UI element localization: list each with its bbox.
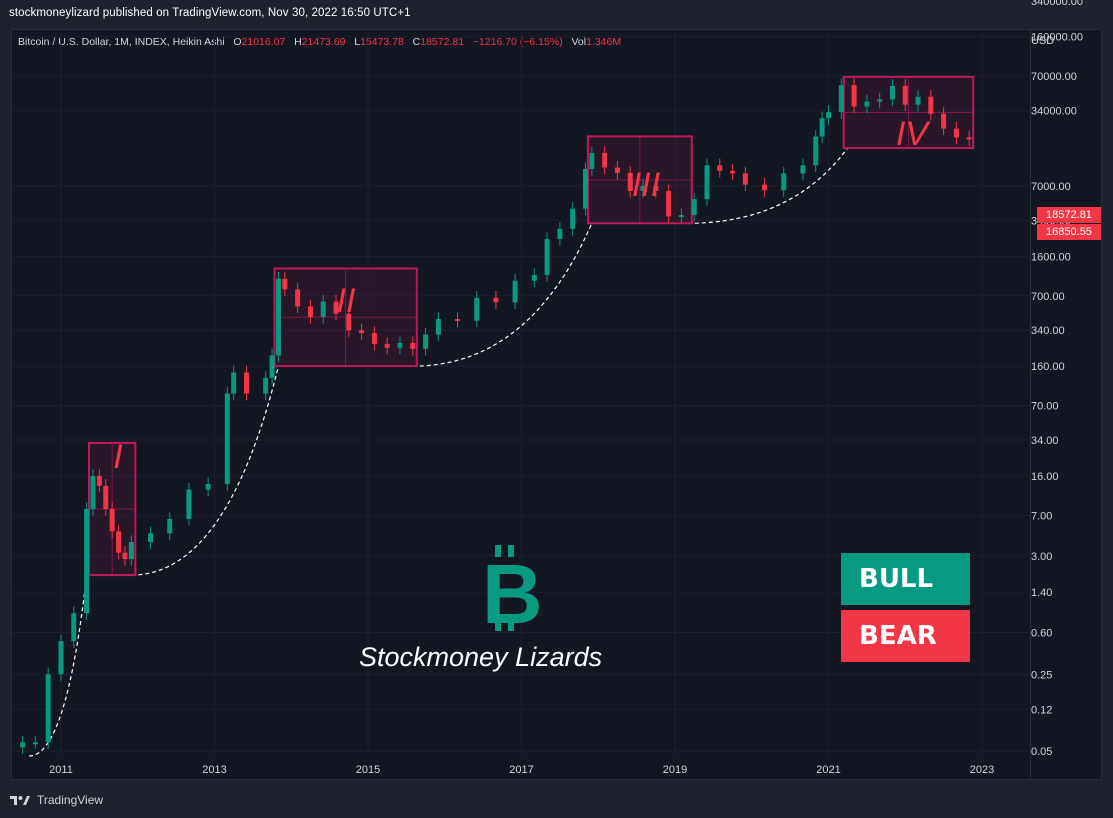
low-price-label: 16850.55: [1037, 224, 1101, 240]
low-label: L: [354, 36, 361, 48]
price-axis[interactable]: [1031, 29, 1102, 780]
low-value: 15473.78: [360, 36, 404, 48]
chart-pane[interactable]: [11, 29, 1031, 780]
bear-legend: BEAR: [841, 610, 970, 662]
volume-label: Vol: [571, 36, 587, 48]
open-label: O: [233, 36, 242, 48]
close-label: C: [412, 36, 421, 48]
change-value: −1216.70 (−6.15%): [472, 36, 563, 48]
open-value: 21016.07: [241, 36, 286, 48]
symbol-legend: Bitcoin / U.S. Dollar, 1M, INDEX, Heikin…: [18, 36, 621, 48]
last-price-label: 18572.81: [1037, 207, 1101, 223]
bull-legend: BULL: [841, 553, 970, 605]
top-bar: stockmoneylizard published on TradingVie…: [0, 0, 1113, 30]
high-value: 21473.69: [301, 36, 346, 48]
close-value: 18572.81: [420, 36, 465, 48]
footer-brand: TradingView: [37, 793, 104, 807]
tradingview-logo-icon: [10, 796, 30, 805]
symbol-name: Bitcoin / U.S. Dollar, 1M, INDEX, Heikin…: [18, 36, 225, 48]
publisher-line: stockmoneylizard published on TradingVie…: [9, 7, 411, 19]
volume-value: 1.346M: [586, 36, 622, 48]
footer: TradingView: [10, 793, 103, 807]
high-label: H: [294, 36, 302, 48]
